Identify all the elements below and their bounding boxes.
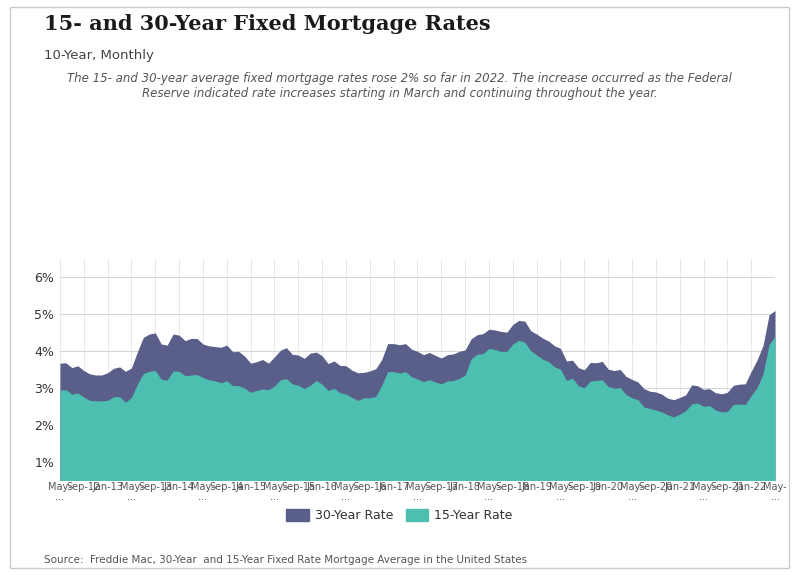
Text: The 15- and 30-year average fixed mortgage rates rose 2% so far in 2022. The inc: The 15- and 30-year average fixed mortga… <box>67 72 732 100</box>
Text: Source:  Freddie Mac, 30-Year  and 15-Year Fixed Rate Mortgage Average in the Un: Source: Freddie Mac, 30-Year and 15-Year… <box>44 555 527 565</box>
Text: 15- and 30-Year Fixed Mortgage Rates: 15- and 30-Year Fixed Mortgage Rates <box>44 14 491 34</box>
Text: 10-Year, Monthly: 10-Year, Monthly <box>44 49 154 62</box>
Legend: 30-Year Rate, 15-Year Rate: 30-Year Rate, 15-Year Rate <box>281 504 518 527</box>
